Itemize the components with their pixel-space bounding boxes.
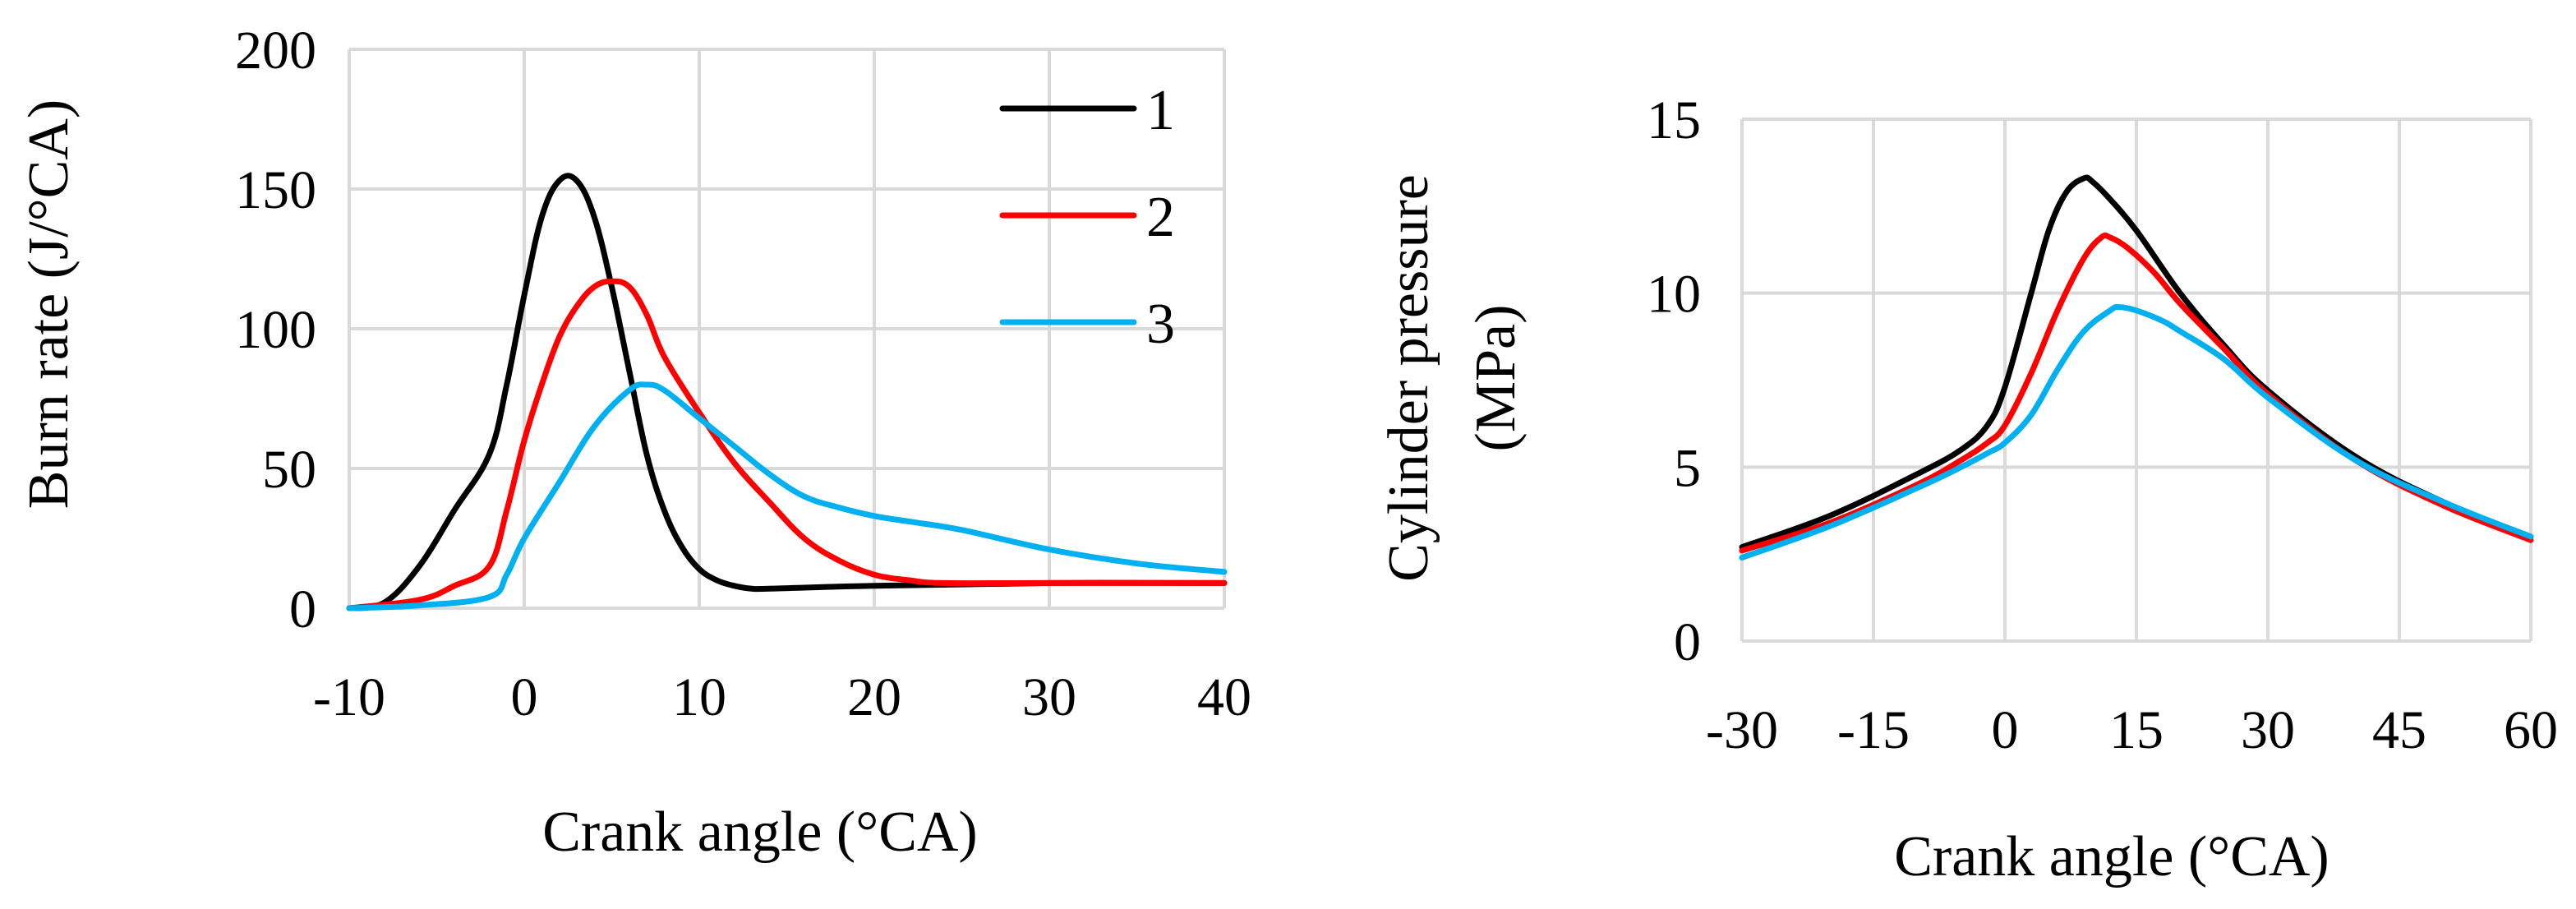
- burn-rate-y-tick-label: 150: [235, 160, 316, 220]
- cylinder-pressure-x-tick-label: 60: [2504, 700, 2558, 760]
- cylinder-pressure-x-tick-label: 45: [2372, 700, 2426, 760]
- cylinder-pressure-grid: [1740, 118, 2532, 643]
- cylinder-pressure-y-axis-label: Cylinder pressure (MPa): [1377, 174, 1528, 582]
- cylinder-pressure-x-tick-label: 0: [1992, 700, 2019, 760]
- cylinder-pressure-y-axis-label-line2: (MPa): [1464, 305, 1528, 452]
- burn-rate-x-tick-label: 40: [1197, 667, 1251, 727]
- burn-rate-series-3-line: [346, 381, 1228, 611]
- cylinder-pressure-y-tick-label: 0: [1674, 612, 1701, 672]
- burn-rate-series-group: [346, 173, 1228, 611]
- cylinder-pressure-x-tick-label: -15: [1837, 700, 1910, 760]
- burn-rate-y-tick-label: 50: [262, 440, 316, 500]
- burn-rate-y-tick-label: 0: [289, 579, 316, 639]
- burn-rate-chart: -10 0 10 20 30 40 0 50 100 150 200 Crank angle (°C…: [17, 21, 1251, 864]
- burn-rate-x-tick-label: 30: [1022, 667, 1076, 727]
- cylinder-pressure-x-tick-label: 30: [2241, 700, 2295, 760]
- cylinder-pressure-series-3-line: [1739, 304, 2534, 561]
- burn-rate-grid: [348, 48, 1226, 610]
- burn-rate-y-tick-label: 100: [235, 300, 316, 360]
- burn-rate-x-tick-label: 0: [511, 667, 538, 727]
- burn-rate-x-axis-label: Crank angle (°CA): [542, 801, 978, 864]
- cylinder-pressure-x-tick-label: 15: [2109, 700, 2164, 760]
- burn-rate-legend: 1 2 3: [999, 79, 1175, 356]
- burn-rate-y-tick-label: 200: [235, 21, 316, 81]
- cylinder-pressure-y-tick-label: 10: [1647, 265, 1701, 325]
- cylinder-pressure-x-axis-label: Crank angle (°CA): [1894, 825, 2329, 888]
- cylinder-pressure-tick-labels: -30 -15 0 15 30 45 60 0 5 10 15: [1647, 90, 2558, 760]
- cylinder-pressure-y-tick-label: 5: [1674, 438, 1701, 498]
- burn-rate-x-tick-label: -10: [313, 667, 385, 727]
- cylinder-pressure-y-tick-label: 15: [1647, 90, 1701, 150]
- burn-rate-x-tick-label: 20: [847, 667, 901, 727]
- burn-rate-y-axis-label: Burn rate (J/°CA): [17, 99, 81, 509]
- burn-rate-series-1-line: [346, 173, 1228, 611]
- burn-rate-series-2-line: [346, 278, 1228, 611]
- burn-rate-x-tick-label: 10: [672, 667, 726, 727]
- burn-rate-tick-labels: -10 0 10 20 30 40 0 50 100 150 200: [235, 21, 1251, 727]
- cylinder-pressure-x-tick-label: -30: [1706, 700, 1778, 760]
- legend-label-1: 1: [1146, 79, 1175, 142]
- legend-label-2: 2: [1146, 186, 1175, 249]
- cylinder-pressure-series-group: [1739, 174, 2534, 561]
- legend-label-3: 3: [1146, 293, 1175, 356]
- cylinder-pressure-y-axis-label-line1: Cylinder pressure: [1377, 174, 1440, 582]
